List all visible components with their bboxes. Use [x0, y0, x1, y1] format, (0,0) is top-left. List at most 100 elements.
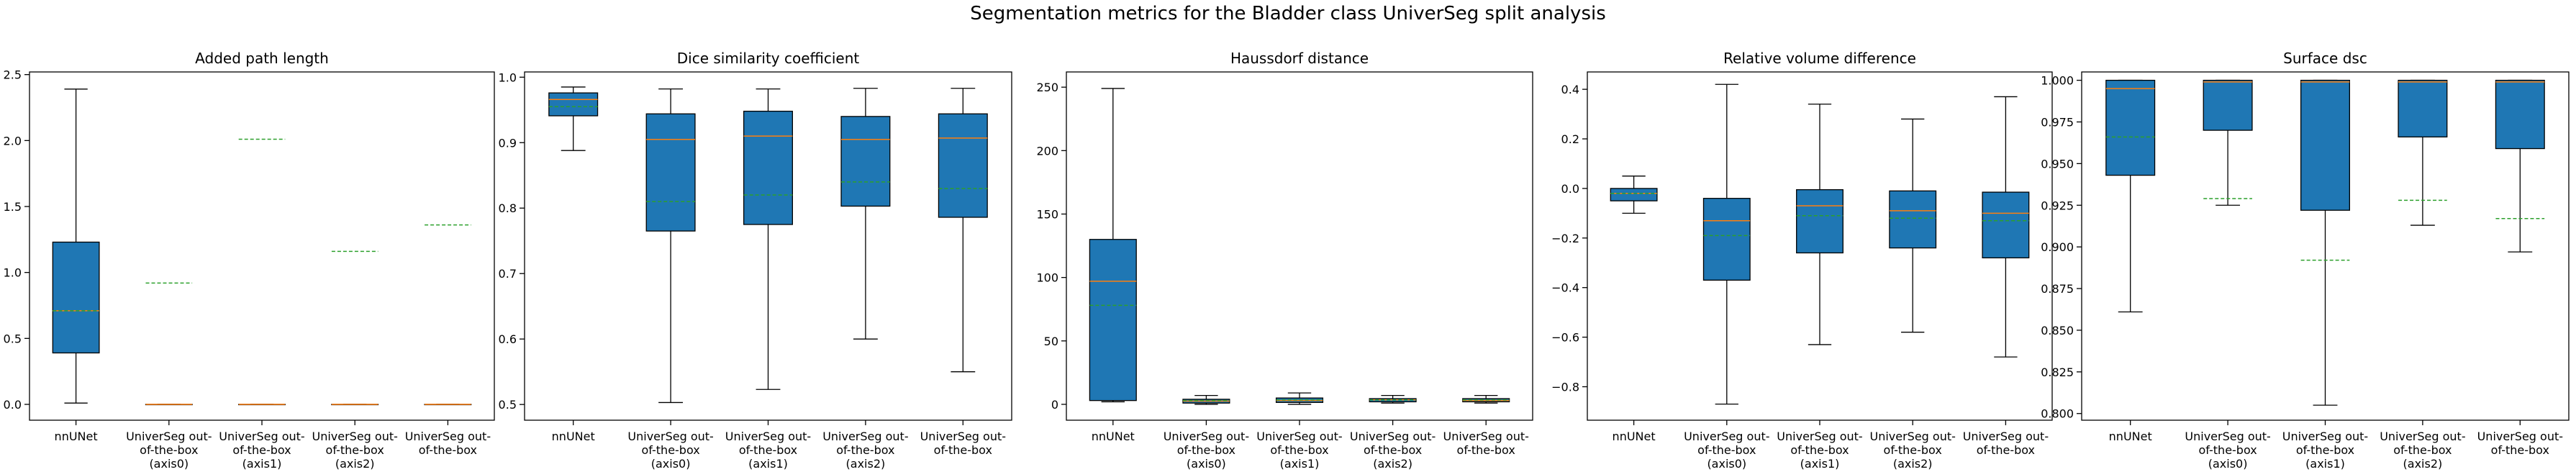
x-tick-label: UniverSeg out-of-the-box	[1443, 430, 1528, 457]
box-3	[331, 250, 379, 406]
x-tick-label: UniverSeg out-of-the-box (axis0)	[1164, 430, 1249, 471]
box-body	[2495, 79, 2545, 150]
x-tick-label: nnUNet	[2109, 430, 2152, 443]
subplot-title: Relative volume difference	[1723, 50, 1916, 67]
box-2	[1796, 104, 1843, 345]
y-tick-label: 50	[1044, 335, 1058, 348]
box-1	[2203, 79, 2253, 206]
y-tick-label: 250	[1036, 81, 1058, 94]
y-tick-label: −0.4	[1551, 281, 1579, 295]
box-4	[2495, 79, 2545, 253]
y-tick-label: 0.7	[499, 267, 517, 281]
axes-frame	[524, 71, 1012, 421]
y-tick-label: −0.2	[1551, 232, 1579, 245]
box-4	[424, 224, 472, 406]
x-tick-label: nnUNet	[1613, 430, 1656, 443]
y-tick-label: 1.000	[2041, 74, 2074, 88]
box-2	[1275, 392, 1324, 405]
box-body	[1796, 189, 1843, 254]
x-tick-label: UniverSeg out-of-the-box (axis0)	[627, 430, 713, 471]
y-tick-label: 0.875	[2041, 282, 2074, 296]
box-4	[938, 88, 988, 373]
subplot-title: Dice similarity coefficient	[677, 50, 860, 67]
box-body	[2398, 79, 2448, 137]
x-tick-label: UniverSeg out-of-the-box (axis0)	[126, 430, 212, 471]
y-tick-label: 0.4	[1561, 83, 1579, 96]
subplot-title: Added path length	[195, 50, 329, 67]
y-tick-label: 1.0	[4, 266, 22, 280]
box-1	[645, 88, 696, 404]
box-body	[2105, 79, 2156, 176]
axes-frame	[1066, 71, 1533, 421]
x-tick-label: UniverSeg out-of-the-box (axis0)	[2185, 430, 2270, 471]
x-tick-label: UniverSeg out-of-the-box (axis1)	[725, 430, 811, 471]
x-tick-label: UniverSeg out-of-the-box	[2477, 430, 2563, 457]
box-0	[2105, 79, 2156, 313]
y-tick-label: −0.6	[1551, 331, 1579, 345]
box-1	[145, 282, 193, 406]
y-tick-label: 0.8	[499, 201, 517, 215]
y-tick-label: 0.950	[2041, 157, 2074, 171]
box-2	[238, 138, 286, 406]
box-body	[938, 113, 988, 218]
box-0	[1610, 176, 1658, 214]
y-tick-label: 0.825	[2041, 366, 2074, 379]
box-body	[548, 92, 599, 117]
y-tick-label: 0.2	[1561, 132, 1579, 146]
y-tick-label: 0.5	[499, 398, 517, 412]
y-tick-label: 100	[1036, 271, 1058, 285]
y-tick-label: 0.800	[2041, 407, 2074, 421]
box-body	[52, 241, 100, 354]
axes-frame	[2081, 71, 2570, 421]
x-tick-label: UniverSeg out-of-the-box (axis1)	[1777, 430, 1862, 471]
y-tick-label: 0	[1051, 398, 1058, 412]
box-0	[548, 86, 599, 151]
box-3	[1369, 394, 1417, 404]
box-0	[52, 88, 100, 404]
y-tick-label: 0.0	[4, 398, 22, 412]
y-tick-label: 0.925	[2041, 199, 2074, 212]
y-tick-label: 0.975	[2041, 115, 2074, 129]
box-body	[743, 110, 794, 225]
subplot-title: Haussdorf distance	[1230, 50, 1369, 67]
y-tick-label: 200	[1036, 144, 1058, 158]
x-tick-label: UniverSeg out-of-the-box (axis2)	[312, 430, 397, 471]
axes-frame	[29, 71, 495, 421]
y-tick-label: 2.5	[4, 68, 22, 82]
box-body	[1982, 191, 2030, 259]
y-tick-label: 2.0	[4, 134, 22, 148]
x-tick-label: nnUNet	[552, 430, 595, 443]
box-0	[1089, 88, 1137, 403]
x-tick-label: UniverSeg out-of-the-box (axis2)	[2380, 430, 2465, 471]
figure-title: Segmentation metrics for the Bladder cla…	[970, 3, 1606, 24]
x-tick-label: UniverSeg out-of-the-box (axis1)	[2282, 430, 2368, 471]
y-tick-label: 0.0	[1561, 182, 1579, 196]
y-tick-label: −0.8	[1551, 380, 1579, 394]
box-body	[1610, 188, 1658, 201]
box-4	[1982, 96, 2030, 358]
box-3	[1889, 118, 1937, 333]
box-body	[1089, 239, 1137, 401]
y-tick-label: 0.9	[499, 136, 517, 150]
x-tick-label: UniverSeg out-of-the-box (axis0)	[1684, 430, 1769, 471]
x-tick-label: UniverSeg out-of-the-box (axis2)	[1869, 430, 1955, 471]
y-tick-label: 0.850	[2041, 324, 2074, 337]
box-body	[840, 116, 891, 207]
box-2	[743, 88, 794, 390]
x-tick-label: nnUNet	[55, 430, 98, 443]
x-tick-label: UniverSeg out-of-the-box (axis2)	[1350, 430, 1436, 471]
box-3	[840, 88, 891, 340]
box-body	[1889, 190, 1937, 249]
box-3	[2398, 79, 2448, 226]
y-tick-label: 150	[1036, 207, 1058, 221]
box-1	[1702, 83, 1751, 405]
y-tick-label: 0.5	[4, 332, 22, 345]
y-tick-label: 1.0	[499, 71, 517, 84]
box-body	[2300, 79, 2350, 211]
x-tick-label: nnUNet	[1092, 430, 1135, 443]
box-body	[645, 113, 696, 232]
